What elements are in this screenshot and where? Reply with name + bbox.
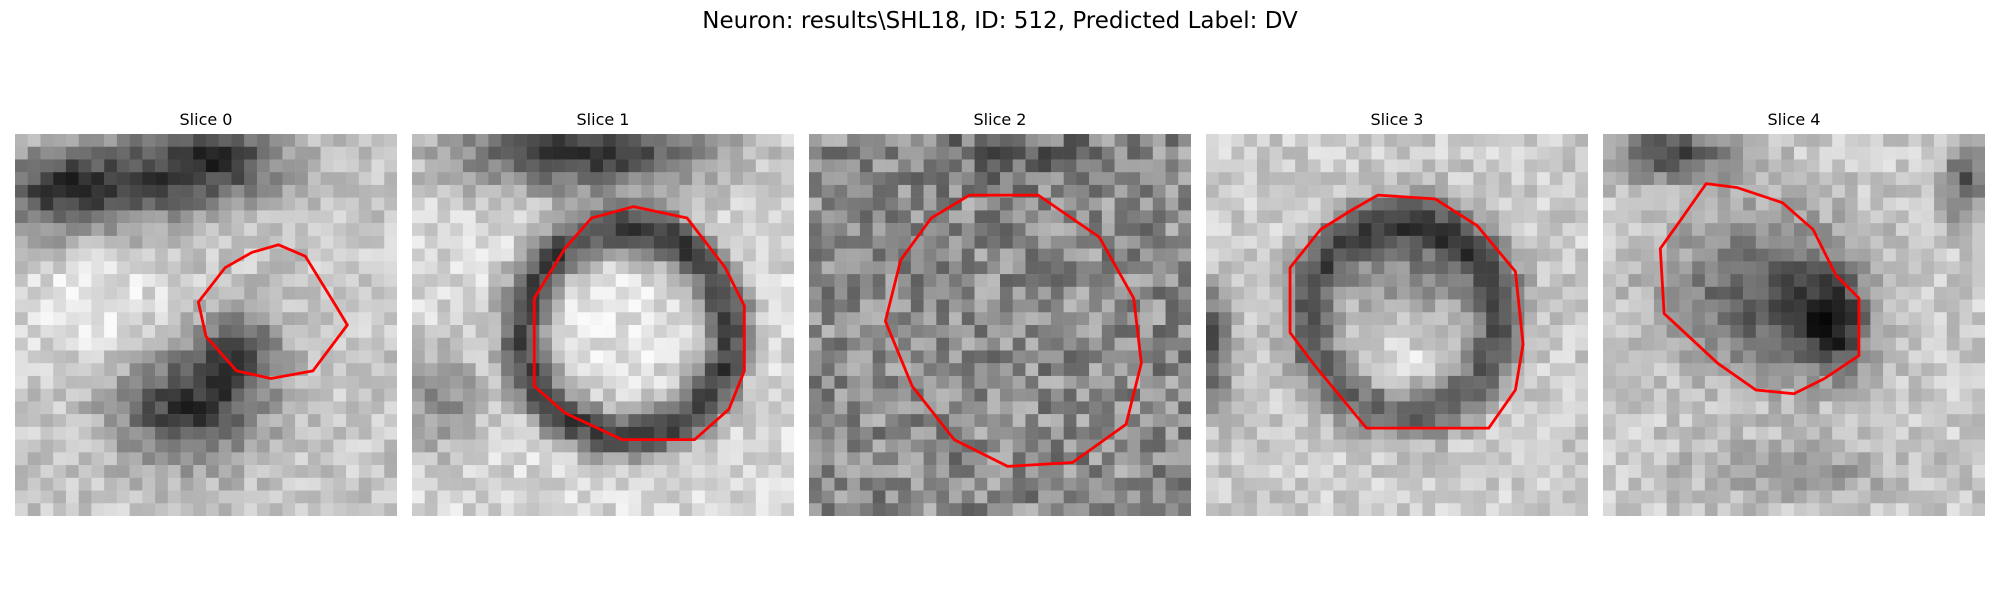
segmentation-contour [532,205,746,442]
slice-title-4: Slice 4 [1767,110,1821,129]
figure-title: Neuron: results\SHL18, ID: 512, Predicte… [702,8,1298,34]
slice-image-4 [1603,134,1985,516]
segmentation-contour [1288,193,1525,430]
slice-panel-4: Slice 4 [1603,110,1985,516]
slice-title-0: Slice 0 [179,110,233,129]
slice-image-2 [809,134,1191,516]
segmentation-contour [883,193,1143,468]
slice-title-3: Slice 3 [1370,110,1424,129]
segmentation-contour [196,243,349,380]
slice-image-1 [412,134,794,516]
slice-title-2: Slice 2 [973,110,1027,129]
slice-image-0 [15,134,397,516]
segmentation-contour [1658,182,1861,396]
slice-title-1: Slice 1 [576,110,630,129]
slice-image-3 [1206,134,1588,516]
slice-panel-3: Slice 3 [1206,110,1588,516]
slice-panel-1: Slice 1 [412,110,794,516]
slice-panel-2: Slice 2 [809,110,1191,516]
slice-panel-0: Slice 0 [15,110,397,516]
